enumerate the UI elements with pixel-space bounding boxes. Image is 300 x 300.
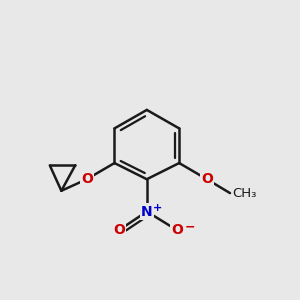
Text: N: N [141, 205, 153, 219]
Text: −: − [184, 221, 195, 234]
Text: O: O [201, 172, 213, 186]
Text: +: + [153, 203, 163, 213]
Text: O: O [113, 223, 125, 237]
Text: CH₃: CH₃ [232, 187, 257, 200]
Text: O: O [81, 172, 93, 186]
Text: O: O [171, 223, 183, 237]
